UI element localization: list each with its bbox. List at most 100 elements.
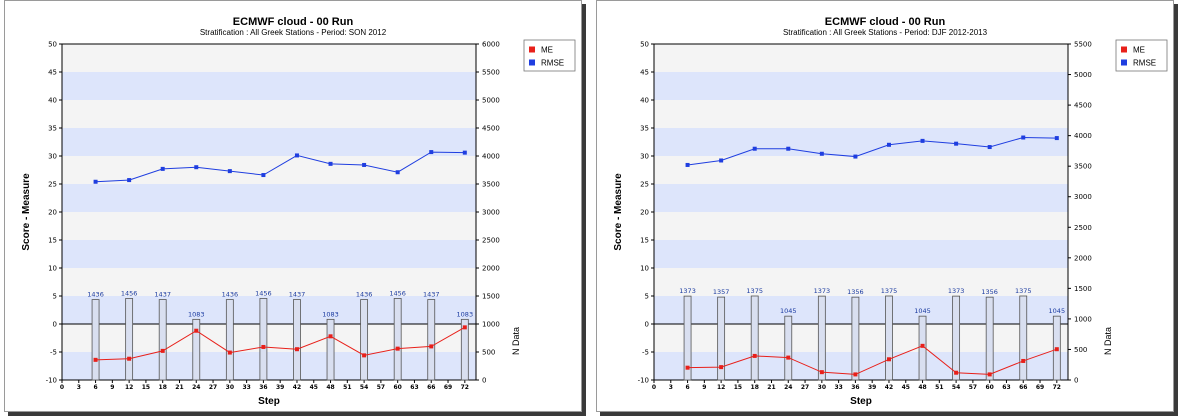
y-axis-label: Score - Measure [21, 173, 32, 251]
data-point-me [429, 344, 434, 349]
series-line-me [687, 345, 1057, 375]
x-tick-label: 6 [93, 384, 97, 391]
y2-tick-label: 2000 [1074, 254, 1092, 262]
data-point-me [886, 357, 891, 362]
y2-tick-label: 5000 [482, 97, 500, 105]
ndata-bar [1019, 295, 1028, 381]
x-tick-label: 39 [276, 384, 284, 391]
ndata-bar-label: 1045 [1049, 307, 1066, 315]
x-tick-label: 48 [918, 384, 926, 391]
y2-tick-label: 3500 [1074, 163, 1092, 171]
data-point-me [752, 353, 757, 358]
y2-tick-label: 3000 [1074, 193, 1092, 201]
ndata-bar-label: 1375 [746, 287, 763, 295]
background-band [654, 72, 1068, 100]
y-tick-label: 50 [640, 41, 649, 49]
x-tick-label: 54 [360, 384, 368, 391]
y-tick-label: 5 [53, 293, 57, 301]
background-band [654, 100, 1068, 128]
y2-tick-label: 0 [1074, 377, 1078, 385]
y-tick-label: 25 [640, 181, 649, 189]
y-tick-label: 5 [645, 293, 649, 301]
x-tick-label: 33 [242, 384, 250, 391]
x-tick-label: 42 [885, 384, 893, 391]
data-point-rmse [328, 161, 333, 166]
x-tick-label: 72 [1053, 384, 1061, 391]
background-band [654, 128, 1068, 156]
series-line-me [95, 326, 466, 361]
data-point-rmse [685, 162, 690, 167]
x-tick-label: 57 [969, 384, 977, 391]
background-band [654, 296, 1068, 324]
background-band [654, 268, 1068, 296]
legend-swatch-rmse [529, 59, 535, 66]
x-tick-label: 36 [259, 384, 267, 391]
x-tick-label: 12 [717, 384, 725, 391]
legend-label-rmse: RMSE [541, 59, 564, 68]
data-point-me [227, 350, 232, 355]
data-point-me [261, 344, 266, 349]
chart-panel-son-2012: ECMWF cloud - 00 Run Stratification : All… [4, 0, 582, 412]
x-tick-label: 66 [1019, 384, 1027, 391]
y2-tick-label: 4000 [482, 153, 500, 161]
ndata-bar-label: 1437 [154, 291, 171, 299]
x-tick-label: 66 [427, 384, 435, 391]
ndata-bar [125, 298, 134, 381]
y2-tick-label: 4500 [482, 125, 500, 133]
y-tick-label: 25 [48, 181, 57, 189]
ndata-bar [360, 299, 369, 381]
x-tick-label: 51 [935, 384, 943, 391]
y-tick-label: 20 [48, 209, 57, 217]
legend-swatch-me [1121, 46, 1127, 53]
y2-tick-label: 2500 [1074, 224, 1092, 232]
data-point-me [1021, 358, 1026, 363]
data-point-rmse [786, 146, 791, 151]
y-tick-label: 15 [48, 237, 57, 245]
x-tick-label: 0 [60, 384, 64, 391]
y-tick-label: -5 [50, 349, 57, 357]
x-tick-label: 51 [343, 384, 351, 391]
data-point-me [93, 357, 98, 362]
ndata-bar [784, 315, 793, 381]
x-tick-label: 69 [1036, 384, 1044, 391]
data-point-me [127, 356, 132, 361]
data-point-rmse [395, 170, 400, 175]
y2-tick-label: 1000 [1074, 315, 1092, 323]
data-point-me [685, 365, 690, 370]
legend-label-me: ME [541, 46, 553, 55]
chart-subtitle: Stratification : All Greek Stations - Pe… [783, 28, 988, 37]
y2-tick-label: 500 [1074, 346, 1087, 354]
x-tick-label: 60 [985, 384, 993, 391]
ndata-bar-label: 1083 [457, 310, 474, 318]
x-tick-label: 24 [784, 384, 792, 391]
y2-tick-label: 5500 [482, 69, 500, 77]
data-point-rmse [194, 165, 199, 170]
data-point-me [853, 372, 858, 377]
ndata-bar [259, 298, 268, 381]
chart-title: ECMWF cloud - 00 Run [825, 16, 946, 28]
ndata-bar [326, 318, 335, 381]
ndata-bar-label: 1456 [255, 289, 272, 297]
data-point-rmse [127, 178, 132, 183]
x-axis-label: Step [258, 396, 280, 407]
x-tick-label: 63 [1002, 384, 1010, 391]
background-band [62, 44, 476, 72]
ndata-bar-label: 1356 [981, 288, 998, 296]
x-tick-label: 21 [767, 384, 775, 391]
y2-tick-label: 5000 [1074, 71, 1092, 79]
x-tick-label: 63 [410, 384, 418, 391]
background-band [654, 212, 1068, 240]
background-band [62, 156, 476, 184]
data-point-me [294, 347, 299, 352]
y-tick-label: -10 [638, 377, 649, 385]
ndata-bar-label: 1456 [121, 289, 138, 297]
legend-swatch-me [529, 46, 535, 53]
data-point-rmse [886, 142, 891, 147]
series-line-rmse [95, 151, 465, 183]
y2-tick-label: 0 [482, 377, 486, 385]
background-band [62, 100, 476, 128]
chart-title: ECMWF cloud - 00 Run [233, 16, 354, 28]
ndata-bar-label: 1373 [679, 287, 696, 295]
y2-tick-label: 1000 [482, 321, 500, 329]
